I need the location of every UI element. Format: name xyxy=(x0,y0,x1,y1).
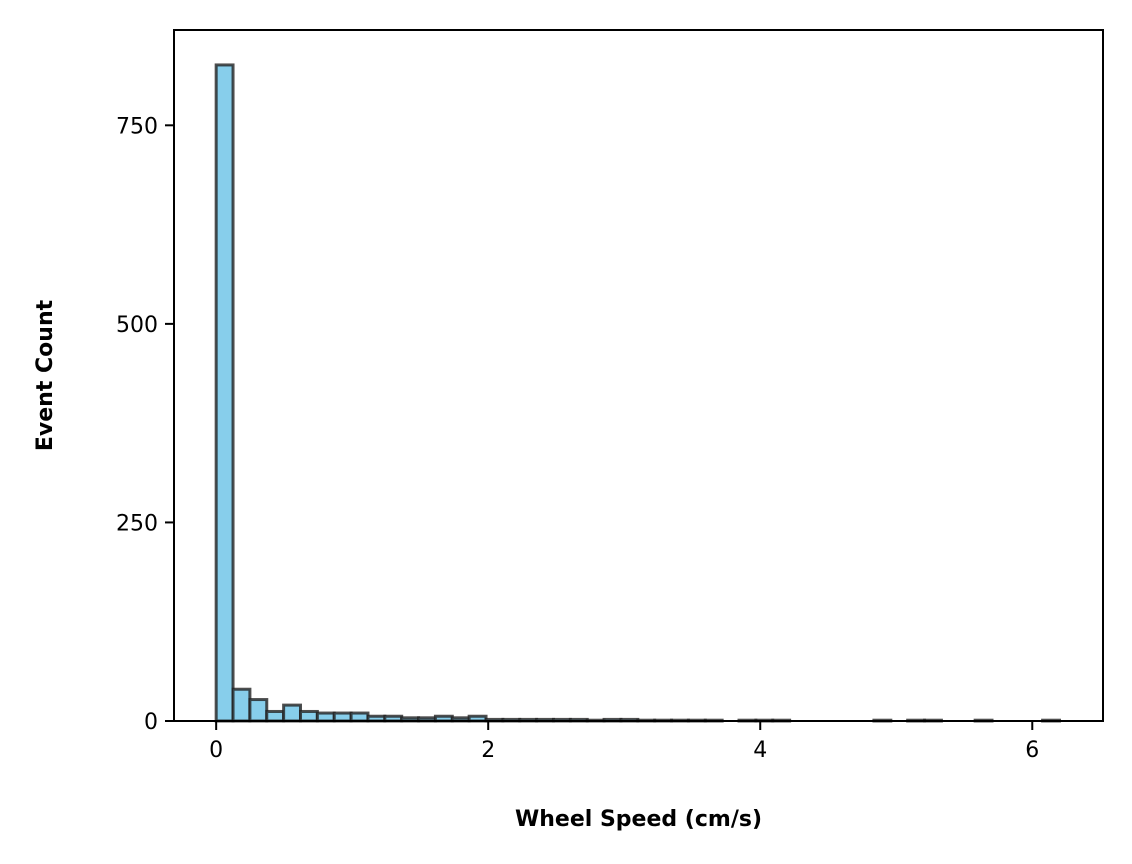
y-tick-label: 750 xyxy=(116,114,158,139)
x-tick-label: 0 xyxy=(209,738,223,763)
histogram-bar xyxy=(298,709,319,723)
histogram-bar xyxy=(248,698,269,723)
plot-frame xyxy=(173,29,1104,722)
histogram-bar xyxy=(214,63,235,723)
histogram-bar xyxy=(231,687,252,723)
x-tick-label: 6 xyxy=(1025,738,1039,763)
x-tick-label: 2 xyxy=(481,738,495,763)
y-tick-label: 0 xyxy=(144,710,158,735)
histogram-bar xyxy=(315,711,336,723)
y-axis-ticks: 0 250 500 750 xyxy=(116,114,174,735)
x-tick-label: 4 xyxy=(753,738,767,763)
histogram-bar xyxy=(282,703,302,723)
y-axis-label: Event Count xyxy=(33,299,58,451)
histogram-bar xyxy=(332,711,353,723)
y-tick-label: 500 xyxy=(116,313,158,338)
histogram-bars xyxy=(214,63,1061,723)
histogram-bar xyxy=(265,709,286,723)
histogram-bar xyxy=(349,711,370,723)
x-axis-ticks: 0 2 4 6 xyxy=(209,721,1039,763)
y-tick-label: 250 xyxy=(116,511,158,536)
x-axis-label: Wheel Speed (cm/s) xyxy=(515,807,762,832)
